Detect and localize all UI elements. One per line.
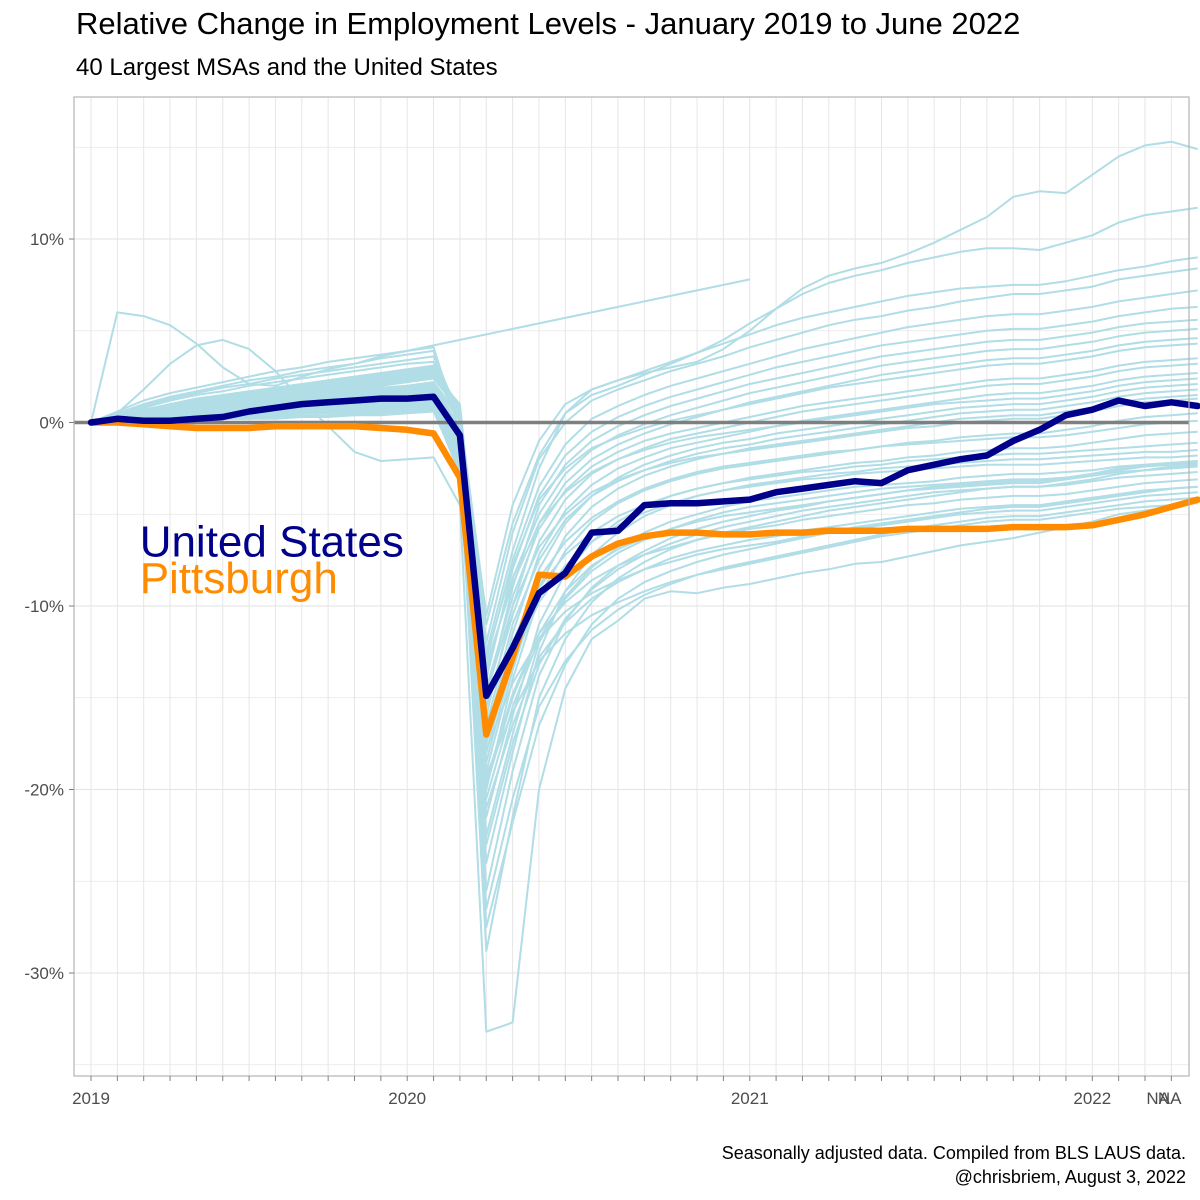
- highlight-series-layer: [87, 393, 1200, 738]
- msa-series-line: [90, 256, 1198, 617]
- x-tick-label: 2022: [1073, 1089, 1111, 1108]
- msa-series-line: [90, 362, 1198, 708]
- plot-frame-layer: [69, 96, 1190, 1081]
- msa-series-line: [90, 305, 1198, 681]
- x-tick-label: NA: [1146, 1089, 1170, 1108]
- x-tick-label: 2021: [731, 1089, 769, 1108]
- chart-title: Relative Change in Employment Levels - J…: [76, 6, 1021, 41]
- series-line-united-states: [87, 393, 1200, 700]
- msa-series-line: [91, 410, 1198, 776]
- y-tick-label: -20%: [24, 781, 64, 800]
- msa-series-line: [91, 403, 1198, 929]
- chart-subtitle: 40 Largest MSAs and the United States: [76, 54, 498, 81]
- msa-series-line: [90, 383, 1198, 754]
- y-tick-label: -10%: [24, 597, 64, 616]
- msa-series-line: [91, 408, 1198, 910]
- caption-credit: @chrisbriem, August 3, 2022: [954, 1167, 1186, 1187]
- msa-series-line: [90, 399, 1198, 837]
- series-label-united-states: United States: [140, 517, 404, 566]
- chart-caption: Seasonally adjusted data. Compiled from …: [722, 1141, 1186, 1189]
- y-tick-label: 10%: [30, 230, 64, 249]
- msa-series-line: [90, 140, 1198, 653]
- msa-series-line: [90, 327, 1198, 672]
- caption-source: Seasonally adjusted data. Compiled from …: [721, 1143, 1186, 1163]
- y-tick-label: 0%: [39, 414, 64, 433]
- msa-series-line: [90, 267, 1198, 644]
- msa-series-line: [90, 289, 1198, 662]
- plot-border: [73, 96, 1190, 1077]
- msa-series-line: [90, 278, 751, 423]
- x-tick-label: NA: [1158, 1089, 1182, 1108]
- msa-series-line: [90, 372, 1198, 736]
- grid-layer: [74, 97, 1189, 1076]
- series-label-pittsburgh: Pittsburgh: [140, 554, 338, 603]
- x-tick-label: 2020: [388, 1089, 426, 1108]
- msa-series-line: [90, 206, 1198, 626]
- y-tick-label: -30%: [24, 964, 64, 983]
- msa-series-line: [90, 357, 1198, 690]
- x-tick-label: 2019: [72, 1089, 110, 1108]
- msa-series-line: [90, 342, 1198, 659]
- msa-series-line: [90, 318, 1198, 699]
- series-line-pittsburgh: [87, 419, 1200, 738]
